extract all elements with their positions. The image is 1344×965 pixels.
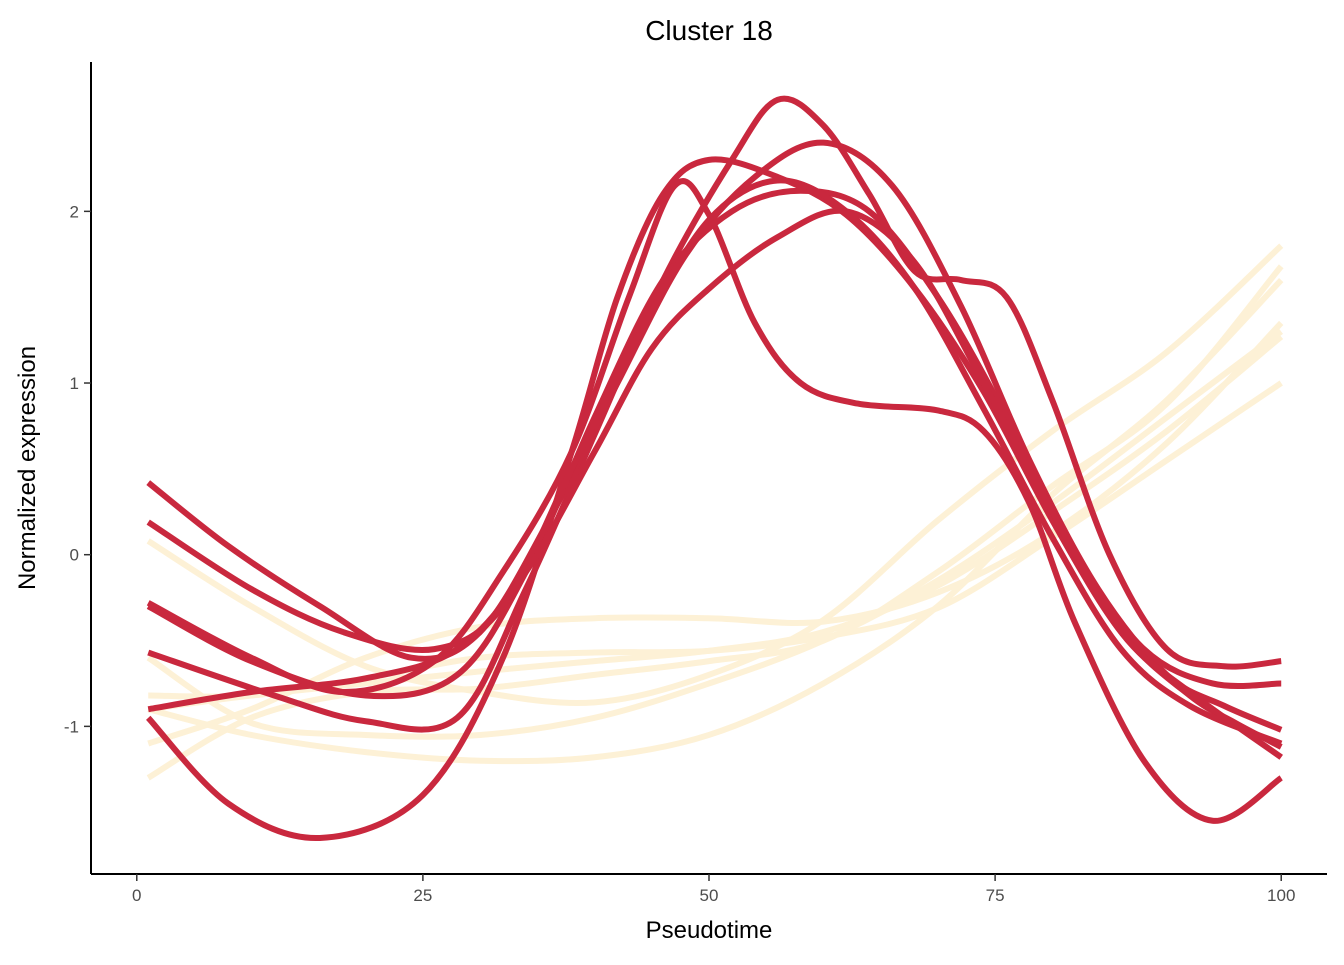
x-tick-label: 50 (700, 886, 719, 905)
series-line-cream-6 (147, 277, 1284, 765)
series-line-cream-4 (146, 243, 1284, 706)
series-line-cream-1 (147, 334, 1284, 713)
x-tick-label: 75 (986, 886, 1005, 905)
x-tick-label: 25 (413, 886, 432, 905)
x-axis-title: Pseudotime (646, 917, 773, 944)
y-tick-label: -1 (64, 717, 79, 736)
y-tick-label: 1 (70, 374, 79, 393)
series-layer (146, 95, 1284, 841)
x-ticks: 0 25 50 75 100 (132, 874, 1295, 905)
y-tick-label: 2 (70, 202, 79, 221)
series-line-red-13 (147, 207, 1283, 760)
y-axis-title: Normalized expression (14, 346, 41, 590)
series-line-cream-5 (146, 329, 1284, 740)
y-tick-label: 0 (70, 546, 79, 565)
y-ticks: -1 0 1 2 (64, 202, 91, 736)
series-line-red-9 (147, 95, 1282, 733)
series-line-cream-2 (147, 320, 1284, 747)
x-tick-label: 0 (132, 886, 141, 905)
chart-title: Cluster 18 (645, 15, 773, 46)
series-line-red-12 (146, 177, 1283, 747)
x-tick-label: 100 (1267, 886, 1295, 905)
